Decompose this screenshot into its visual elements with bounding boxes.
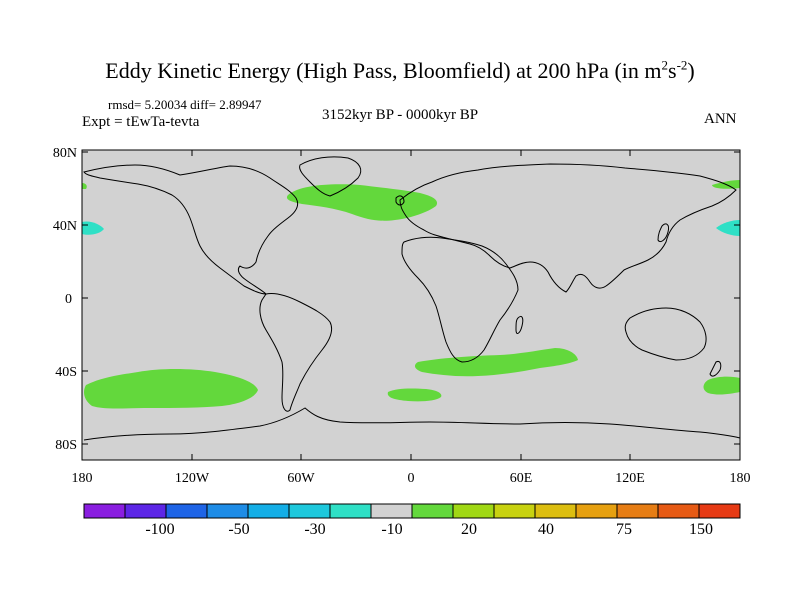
coast-north-america xyxy=(83,164,299,295)
coast-antarctica xyxy=(83,407,741,441)
colorbar-label: 75 xyxy=(616,521,632,538)
colorbar-box xyxy=(657,503,700,519)
south-indian-positive xyxy=(414,348,578,377)
lat-label: 40S xyxy=(55,365,77,380)
lat-label: 80S xyxy=(55,438,77,453)
coast-south-america xyxy=(259,293,333,412)
colorbar-box xyxy=(124,503,167,519)
coast-eurasia xyxy=(399,163,737,293)
colorbar-label: -100 xyxy=(145,521,174,538)
colorbar-label: 40 xyxy=(538,521,554,538)
lon-label: 180 xyxy=(72,471,93,486)
lon-ticks xyxy=(81,150,741,460)
south-atlantic-positive xyxy=(387,388,442,402)
title-text: Eddy Kinetic Energy (High Pass, Bloomfie… xyxy=(105,58,662,83)
plot-title: Eddy Kinetic Energy (High Pass, Bloomfie… xyxy=(0,58,800,84)
lon-label: 0 xyxy=(408,471,415,486)
lon-label: 120W xyxy=(175,471,210,486)
coast-madagascar xyxy=(515,315,524,334)
colorbar-box xyxy=(575,503,618,519)
colorbar-box xyxy=(616,503,659,519)
coast-africa xyxy=(401,236,519,363)
lat-ticks xyxy=(82,151,740,445)
coast-greenland xyxy=(299,156,362,197)
coast-japan xyxy=(657,223,669,243)
colorbar-label: -50 xyxy=(228,521,249,538)
lat-label: 40N xyxy=(53,219,77,234)
colorbar xyxy=(83,503,741,519)
colorbar-box xyxy=(452,503,495,519)
colorbar-label: -30 xyxy=(304,521,325,538)
lon-label: 120E xyxy=(615,471,645,486)
colorbar-box xyxy=(288,503,331,519)
coast-new-zealand xyxy=(709,361,722,377)
colorbar-labels: -100 -50 -30 -10 20 40 75 150 xyxy=(145,521,713,538)
colorbar-box xyxy=(329,503,372,519)
coast-british-isles xyxy=(395,195,405,206)
colorbar-box xyxy=(247,503,290,519)
experiment-label: Expt = tEwTa-tevta xyxy=(82,114,200,130)
lon-label: 60E xyxy=(510,471,533,486)
north-pacific-west-positive-sliver xyxy=(82,183,87,189)
lat-label: 0 xyxy=(65,292,72,307)
period-label: 3152kyr BP - 0000kyr BP xyxy=(321,107,479,123)
colorbar-box xyxy=(493,503,536,519)
colorbar-box xyxy=(370,503,413,519)
lat-label: 80N xyxy=(53,146,77,161)
coast-australia xyxy=(624,307,707,361)
coastlines xyxy=(83,156,741,441)
title-exponent-2: -2 xyxy=(676,57,688,73)
lon-label: 60W xyxy=(287,471,315,486)
season-label: ANN xyxy=(704,111,737,127)
lon-label: 180 xyxy=(730,471,751,486)
title-exponent-1: 2 xyxy=(661,57,669,73)
colorbar-box xyxy=(534,503,577,519)
tasman-positive xyxy=(703,376,740,395)
colorbar-box xyxy=(206,503,249,519)
colorbar-label: 20 xyxy=(461,521,477,538)
colorbar-box xyxy=(165,503,208,519)
colorbar-label: 150 xyxy=(689,521,713,538)
north-pacific-east-negative xyxy=(716,220,740,236)
colorbar-box xyxy=(411,503,454,519)
title-text-mid: s xyxy=(668,58,677,83)
stats-label: rmsd= 5.20034 diff= 2.89947 xyxy=(108,97,262,112)
colorbar-box xyxy=(83,503,126,519)
colorbar-label: -10 xyxy=(381,521,402,538)
title-text-close: ) xyxy=(687,58,695,83)
south-pacific-positive xyxy=(84,369,258,409)
colorbar-box xyxy=(698,503,741,519)
